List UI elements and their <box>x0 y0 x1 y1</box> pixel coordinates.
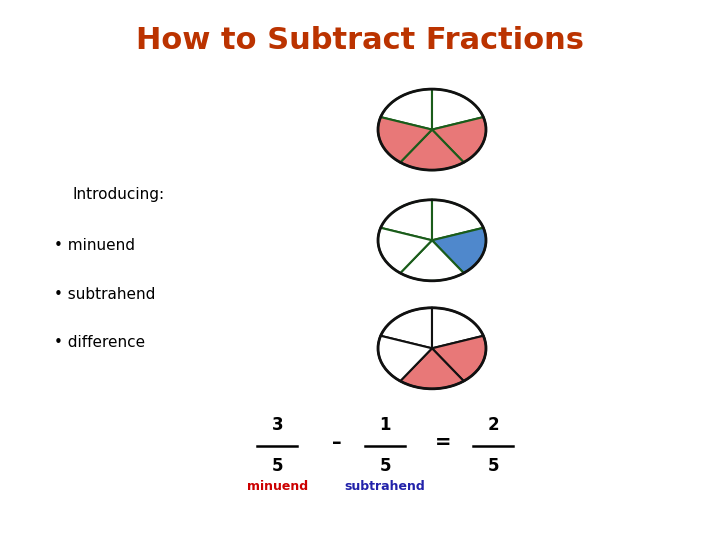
Wedge shape <box>432 200 483 240</box>
Wedge shape <box>432 228 486 273</box>
Text: 1: 1 <box>379 416 391 434</box>
Text: • minuend: • minuend <box>54 238 135 253</box>
Wedge shape <box>432 89 483 130</box>
Text: subtrahend: subtrahend <box>345 480 426 492</box>
Wedge shape <box>378 117 432 163</box>
Wedge shape <box>432 117 486 163</box>
Wedge shape <box>381 308 432 348</box>
Text: How to Subtract Fractions: How to Subtract Fractions <box>136 26 584 55</box>
Wedge shape <box>432 336 486 381</box>
Wedge shape <box>400 240 464 281</box>
Text: =: = <box>435 433 451 453</box>
Text: minuend: minuend <box>247 480 307 492</box>
Wedge shape <box>432 308 483 348</box>
Wedge shape <box>381 89 432 130</box>
Wedge shape <box>400 348 464 389</box>
Wedge shape <box>378 336 432 381</box>
Text: • subtrahend: • subtrahend <box>54 287 156 302</box>
Text: 5: 5 <box>487 457 499 475</box>
Wedge shape <box>381 200 432 240</box>
Text: Introducing:: Introducing: <box>72 187 164 202</box>
Text: • difference: • difference <box>54 335 145 350</box>
Text: 3: 3 <box>271 416 283 434</box>
Text: 5: 5 <box>271 457 283 475</box>
Text: 2: 2 <box>487 416 499 434</box>
Text: –: – <box>332 433 342 453</box>
Wedge shape <box>378 228 432 273</box>
Text: 5: 5 <box>379 457 391 475</box>
Wedge shape <box>400 130 464 170</box>
